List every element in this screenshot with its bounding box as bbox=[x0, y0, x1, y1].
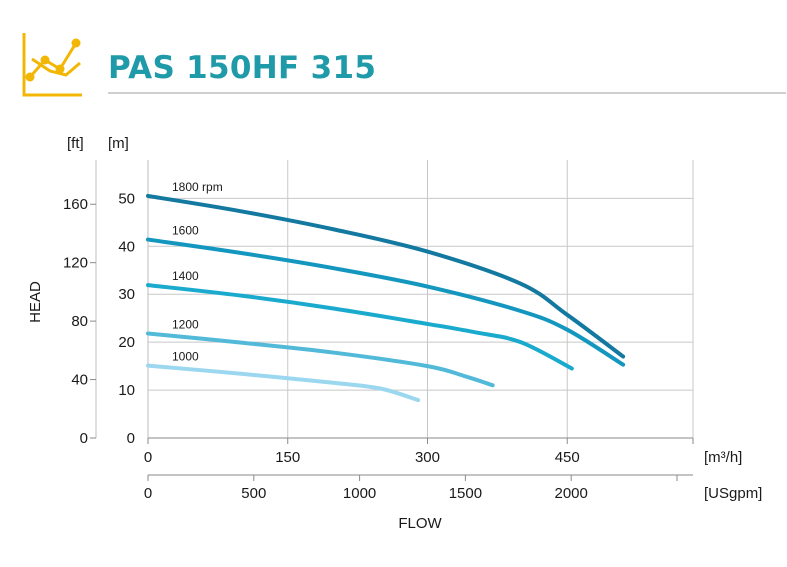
series-lines bbox=[146, 193, 626, 403]
x-axis-title: FLOW bbox=[398, 515, 442, 532]
x2-tick-label-1500: 1500 bbox=[449, 485, 482, 502]
x2-tick-label-0: 0 bbox=[144, 485, 152, 502]
x-tick-label-150: 150 bbox=[275, 449, 300, 466]
x-unit-label: [m³/h] bbox=[704, 449, 742, 466]
title-divider bbox=[108, 92, 786, 94]
axes bbox=[95, 160, 693, 476]
x-tick-label-0: 0 bbox=[144, 449, 152, 466]
y-tick-label-30: 30 bbox=[118, 286, 135, 303]
series-label-4: 1200 bbox=[172, 318, 199, 332]
series-label-5: 1000 bbox=[172, 350, 199, 364]
series-label-2: 1600 bbox=[172, 224, 199, 238]
series-line-3 bbox=[146, 283, 574, 371]
page-title: PAS 150HF 315 bbox=[108, 50, 377, 86]
y-tick-label-0: 0 bbox=[127, 430, 135, 447]
y-unit-label: [m] bbox=[108, 135, 129, 152]
chart-header: PAS 150HF 315 bbox=[0, 0, 787, 100]
series-line-2 bbox=[146, 237, 626, 367]
series-line-5 bbox=[146, 363, 421, 403]
series-labels: 1800 rpm 1600 1400 1200 1000 bbox=[172, 180, 223, 364]
y-axis-title: HEAD bbox=[27, 281, 44, 323]
series-label-3: 1400 bbox=[172, 269, 199, 283]
series-label-1: 1800 rpm bbox=[172, 180, 223, 194]
x2-tick-label-2000: 2000 bbox=[555, 485, 588, 502]
x-tick-label-300: 300 bbox=[415, 449, 440, 466]
series-line-4 bbox=[146, 331, 495, 388]
y2-unit-label: [ft] bbox=[67, 135, 84, 152]
y-tick-label-40: 40 bbox=[118, 238, 135, 255]
y2-tick-label-160: 160 bbox=[63, 196, 88, 213]
x2-tick-label-1000: 1000 bbox=[343, 485, 376, 502]
y-tick-label-20: 20 bbox=[118, 334, 135, 351]
x2-tick-label-500: 500 bbox=[241, 485, 266, 502]
y2-tick-label-40: 40 bbox=[71, 372, 88, 389]
series-line-1 bbox=[146, 193, 626, 359]
y2-tick-label-80: 80 bbox=[71, 313, 88, 330]
y2-tick-label-120: 120 bbox=[63, 255, 88, 272]
y-tick-label-50: 50 bbox=[118, 190, 135, 207]
y2-tick-label-0: 0 bbox=[80, 430, 88, 447]
y-tick-label-10: 10 bbox=[118, 382, 135, 399]
x2-unit-label: [USgpm] bbox=[704, 485, 762, 502]
grid bbox=[148, 160, 694, 438]
x-tick-label-450: 450 bbox=[555, 449, 580, 466]
line-chart-icon bbox=[22, 33, 82, 97]
